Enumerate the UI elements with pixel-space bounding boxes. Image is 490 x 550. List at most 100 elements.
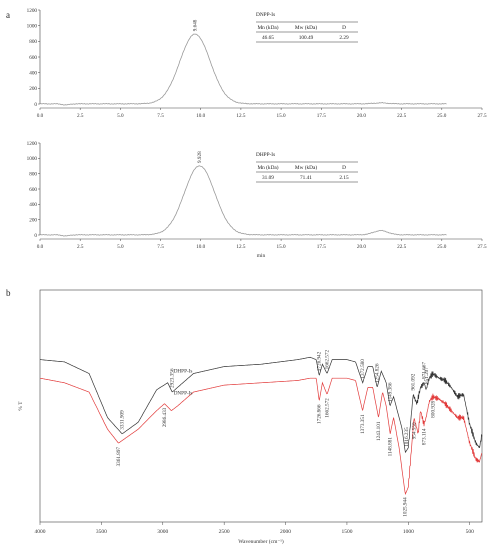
table-title: DNPP-Is	[256, 12, 275, 18]
table-header: Mn (kDa)	[257, 164, 278, 171]
y-tick-label: 1000	[27, 156, 38, 162]
peak-label: 3331.909	[120, 410, 126, 430]
x-tick-label: 20.0	[357, 113, 366, 119]
peak-label: 2923.356	[170, 368, 176, 388]
table-header: Mw (kDa)	[295, 164, 317, 171]
x-tick-label: 3000	[157, 529, 168, 535]
x-tick-label: 0.0	[37, 244, 44, 250]
peak-label: 1148.881	[388, 437, 394, 457]
x-tick-label: 1000	[403, 529, 414, 535]
peak-label: 954.550	[411, 422, 417, 439]
chromatogram-dnpp: 0 200 400 600 800 1000 1200 0.0 2.5 5.0 7.5 10.0 12.…	[27, 8, 487, 119]
table-header: Mn (kDa)	[257, 24, 278, 31]
x-tick-label: 25.0	[437, 244, 446, 250]
y-axis-label: % T	[18, 401, 24, 411]
x-tick-label: 20.0	[357, 244, 366, 250]
table-cell: 2.15	[339, 175, 349, 181]
x-tick-label: 5.0	[117, 113, 124, 119]
panel-label-b: b	[6, 288, 11, 298]
table-header: D	[342, 25, 346, 31]
peak-label: 9.648	[193, 19, 199, 31]
x-tick-label: 10.0	[196, 244, 205, 250]
y-tick-label: 600	[29, 187, 37, 193]
peak-label: 800.928	[430, 400, 436, 417]
x-tick-label: 2.5	[77, 244, 84, 250]
table-cell: 71.41	[300, 175, 312, 181]
peak-label: 9.928	[197, 151, 203, 163]
y-tick-label: 800	[29, 39, 37, 45]
x-tick-label: 27.5	[477, 244, 486, 250]
series-label: DHPP-Is	[174, 368, 193, 374]
spectrum-line-dhpp-is	[40, 356, 483, 454]
peak-label: 1243.101	[376, 421, 382, 441]
y-tick-label: 1200	[27, 141, 38, 147]
x-tick-label: 15.0	[277, 113, 286, 119]
table-header: D	[342, 165, 346, 171]
x-axis-label: Wavenumber (cm⁻¹)	[238, 538, 284, 545]
x-axis-label: min	[257, 253, 266, 259]
y-tick-label: 400	[29, 70, 37, 76]
x-tick-label: 22.5	[397, 113, 406, 119]
x-tick-label: 17.5	[317, 244, 326, 250]
peak-label: 2986.433	[162, 407, 168, 427]
y-tick-label: 200	[29, 217, 37, 223]
x-tick-label: 22.5	[397, 244, 406, 250]
table-cell: 46.65	[262, 35, 274, 41]
x-tick-label: 1500	[341, 529, 352, 535]
peak-label: 1372.580	[360, 359, 366, 379]
peak-label: 1726.942	[317, 351, 323, 371]
x-tick-label: 7.5	[157, 113, 164, 119]
y-tick-label: 1200	[27, 8, 38, 14]
peak-label: 851.207	[424, 367, 430, 384]
x-tick-label: 2000	[280, 529, 291, 535]
x-tick-label: 12.5	[236, 113, 245, 119]
table-cell: 31.09	[262, 175, 274, 181]
x-tick-label: 5.0	[117, 244, 124, 250]
peak-label: 873.114	[421, 428, 427, 445]
peak-label: 1149.386	[387, 382, 393, 402]
x-tick-label: 0.0	[37, 113, 44, 119]
table-cell: 100.49	[299, 35, 314, 41]
peak-label: 1662.572	[324, 398, 330, 418]
panel-label-a: a	[6, 10, 10, 20]
spectrum-line-dnpp-is	[39, 377, 483, 496]
y-tick-label: 800	[29, 171, 37, 177]
ftir-spectrum: 4000 3500 3000 2500 2000 1500 1000 500 Wavenumbe…	[18, 289, 483, 545]
x-tick-label: 7.5	[157, 244, 164, 250]
table-title: DHPP-Is	[256, 152, 275, 158]
y-tick-label: 0	[34, 102, 37, 108]
x-tick-label: 3500	[96, 529, 107, 535]
y-tick-label: 200	[29, 86, 37, 92]
chromatogram-line	[39, 165, 447, 237]
y-tick-label: 400	[29, 202, 37, 208]
peak-label: 1016.235	[404, 427, 410, 447]
x-tick-label: 27.5	[477, 113, 486, 119]
x-tick-label: 500	[466, 529, 475, 535]
table-cell: 2.29	[339, 35, 349, 41]
peak-label: 3361.897	[116, 447, 122, 467]
y-tick-label: 600	[29, 55, 37, 61]
peak-label: 1025.944	[403, 497, 409, 517]
peak-label: 1662.572	[324, 350, 330, 370]
peak-label: 1373.351	[360, 414, 366, 434]
x-tick-label: 10.0	[196, 113, 205, 119]
plot-frame	[39, 289, 483, 523]
chromatogram-line	[39, 33, 447, 106]
x-tick-label: 2500	[219, 529, 230, 535]
chromatogram-dhpp: 0 200 400 600 800 1000 1200 0.0 2.5 5.0 7.5 10.0 12.…	[27, 141, 487, 259]
x-tick-label: 2.5	[77, 113, 84, 119]
x-tick-label: 4000	[35, 529, 46, 535]
x-tick-label: 17.5	[317, 113, 326, 119]
x-tick-label: 15.0	[277, 244, 286, 250]
x-tick-label: 12.5	[236, 244, 245, 250]
peak-label: 1254.826	[375, 363, 381, 383]
peak-label: 1726.866	[317, 404, 323, 424]
y-tick-label: 1000	[27, 23, 38, 29]
series-label: DNPP-Is	[174, 390, 193, 396]
y-tick-label: 0	[34, 233, 37, 239]
x-tick-label: 25.0	[437, 113, 446, 119]
peak-label: 871.667	[422, 362, 428, 379]
table-header: Mw (kDa)	[295, 24, 317, 31]
peak-label: 961.092	[411, 373, 417, 390]
